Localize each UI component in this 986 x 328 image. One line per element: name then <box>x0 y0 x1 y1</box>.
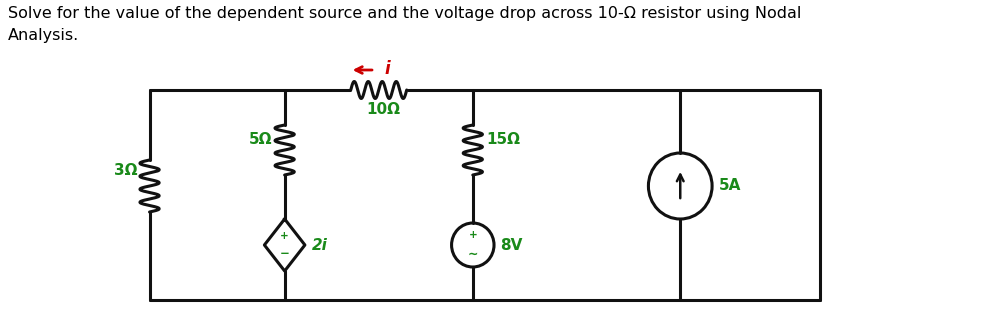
Text: +: + <box>280 231 289 241</box>
Text: 2i: 2i <box>312 237 327 253</box>
Text: 15Ω: 15Ω <box>486 133 520 148</box>
Text: 10Ω: 10Ω <box>366 102 400 117</box>
Text: ∼: ∼ <box>467 248 477 260</box>
Text: 8V: 8V <box>499 237 522 253</box>
Text: 5Ω: 5Ω <box>248 133 272 148</box>
Text: 3Ω: 3Ω <box>113 162 137 177</box>
Text: −: − <box>279 247 289 259</box>
Text: 5A: 5A <box>718 178 740 194</box>
Text: Analysis.: Analysis. <box>8 28 79 43</box>
Text: i: i <box>385 60 389 78</box>
Text: +: + <box>468 230 476 240</box>
Text: Solve for the value of the dependent source and the voltage drop across 10-Ω res: Solve for the value of the dependent sou… <box>8 6 801 21</box>
